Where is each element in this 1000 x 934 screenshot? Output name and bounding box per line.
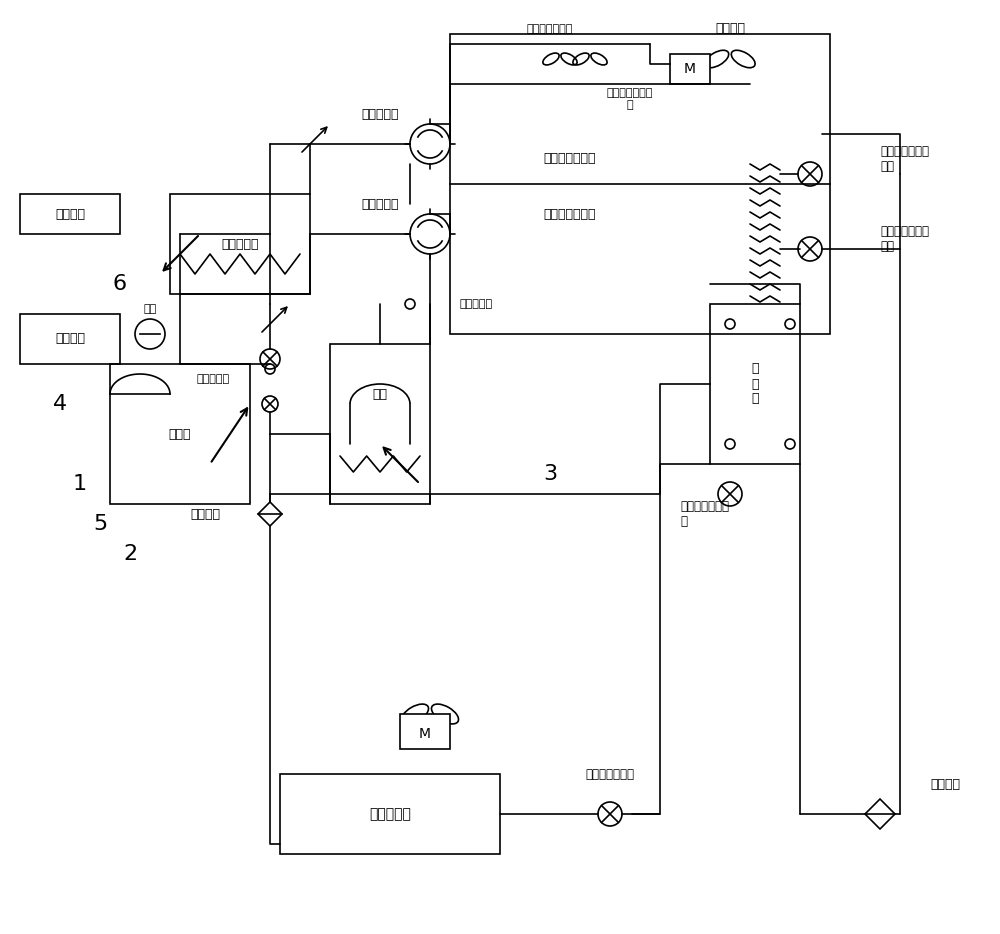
Text: 经
济
器: 经 济 器 (751, 362, 759, 405)
Text: 第二制热电子膨
胀阀: 第二制热电子膨 胀阀 (880, 225, 929, 253)
Text: 低温极限隔热帆
布: 低温极限隔热帆 布 (607, 88, 653, 110)
Text: 第二室外换热器: 第二室外换热器 (544, 207, 596, 220)
Text: 4: 4 (53, 394, 67, 414)
Bar (170, 194, 310, 294)
Polygon shape (865, 799, 895, 829)
Text: M: M (684, 62, 696, 76)
Text: 自然风速测速仪: 自然风速测速仪 (527, 24, 573, 34)
Text: 1: 1 (73, 474, 87, 494)
Bar (110, 364, 250, 504)
Bar (20, 314, 120, 364)
Bar (670, 54, 710, 84)
Text: 高压传感器: 高压传感器 (197, 374, 230, 384)
Text: 压缩机: 压缩机 (169, 428, 191, 441)
Bar (710, 304, 800, 464)
Bar (330, 344, 430, 504)
Bar (280, 774, 500, 854)
Text: 室内换热器: 室内换热器 (369, 807, 411, 821)
Text: 第二四通阀: 第二四通阀 (361, 197, 399, 210)
Text: 气分: 气分 (372, 388, 388, 401)
Bar (20, 194, 120, 234)
Text: 第二阀门: 第二阀门 (190, 507, 220, 520)
Text: 6: 6 (113, 274, 127, 294)
Bar (450, 34, 830, 334)
Text: 5: 5 (93, 514, 107, 534)
Text: 第一阀门: 第一阀门 (930, 777, 960, 790)
Text: 第一制热电子膨
胀阀: 第一制热电子膨 胀阀 (880, 145, 929, 173)
Text: 2: 2 (123, 544, 137, 564)
Text: 第一四通阀: 第一四通阀 (361, 107, 399, 120)
Text: 3: 3 (543, 464, 557, 484)
Text: 内机电子膨胀阀: 内机电子膨胀阀 (586, 768, 635, 781)
Text: 室外风机: 室外风机 (715, 22, 745, 35)
Polygon shape (258, 502, 282, 526)
Text: 膨胀水箱: 膨胀水箱 (55, 333, 85, 346)
Text: 过冷器电子膨胀
阀: 过冷器电子膨胀 阀 (680, 500, 729, 528)
Text: M: M (419, 727, 431, 741)
Text: 水冷换热器: 水冷换热器 (221, 237, 259, 250)
Text: 接水系统: 接水系统 (55, 207, 85, 220)
Text: 低压传感器: 低压传感器 (460, 299, 493, 309)
Bar (400, 714, 450, 749)
Text: 水泵: 水泵 (143, 304, 157, 314)
Text: 第一室外换热器: 第一室外换热器 (544, 152, 596, 165)
